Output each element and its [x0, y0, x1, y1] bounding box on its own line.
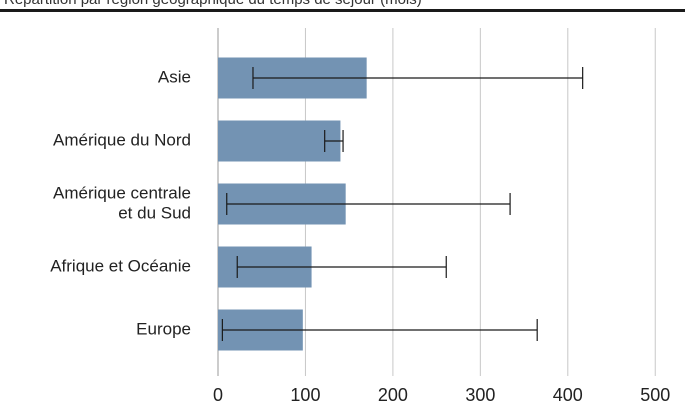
category-label: Afrique et Océanie [50, 256, 191, 275]
x-tick-label: 400 [553, 385, 583, 405]
category-labels: Asie Amérique du Nord Amérique centraleet … [50, 67, 191, 338]
category-label: Amérique du Nord [53, 130, 191, 149]
error-bars [221, 67, 584, 341]
x-tick-label: 0 [213, 385, 223, 405]
x-tick-label: 200 [378, 385, 408, 405]
x-tick-label: 300 [465, 385, 495, 405]
category-label: Asie [158, 67, 191, 86]
category-label: Europe [136, 319, 191, 338]
x-tick-labels: 0 100 200 300 400 500 [213, 385, 670, 405]
x-tick-label: 100 [290, 385, 320, 405]
x-tick-label: 500 [640, 385, 670, 405]
category-label: et du Sud [118, 203, 191, 222]
category-label: Amérique centrale [53, 183, 191, 202]
chart-title: Répartition par région géographique du t… [4, 0, 422, 8]
bar [218, 120, 341, 162]
top-rule [0, 9, 685, 12]
